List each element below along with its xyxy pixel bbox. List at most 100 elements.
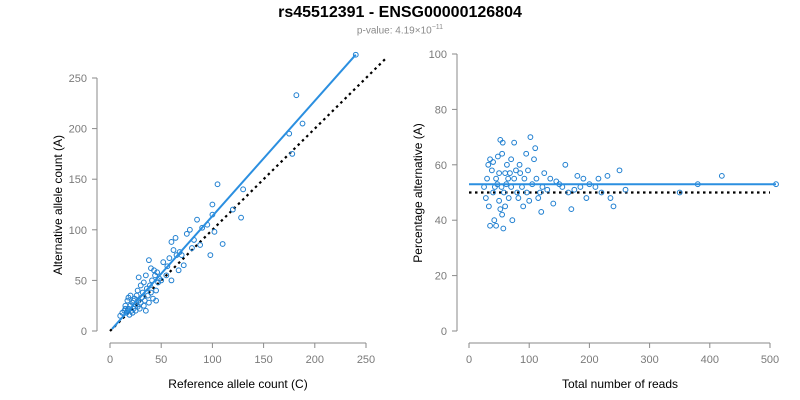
y-axis-label: Percentage alternative (A) (411, 123, 425, 262)
data-point (718, 172, 725, 179)
x-tick-label: 200 (306, 354, 324, 366)
data-point (194, 216, 200, 223)
data-point (521, 175, 528, 182)
data-point (153, 297, 159, 304)
data-point (571, 186, 578, 193)
data-point (481, 184, 487, 190)
data-point (183, 230, 190, 237)
data-point (170, 247, 177, 253)
data-point (515, 195, 522, 201)
data-point (207, 252, 214, 259)
data-point (209, 201, 216, 208)
data-point (485, 203, 492, 210)
data-point (211, 228, 218, 235)
data-point (565, 189, 572, 196)
data-point (550, 200, 557, 207)
data-point (147, 282, 153, 289)
data-point (146, 299, 152, 306)
data-point (502, 203, 509, 210)
data-point (505, 195, 512, 201)
data-point (135, 274, 142, 281)
data-point (498, 184, 505, 190)
data-point (523, 189, 530, 196)
data-point (186, 226, 193, 233)
data-point (520, 203, 527, 210)
data-point (509, 217, 516, 224)
data-point (487, 156, 493, 163)
data-point (676, 189, 683, 196)
p-value-text: p-value: 4.19×10 (356, 25, 432, 37)
data-point (500, 225, 507, 232)
data-point (508, 184, 515, 190)
x-tick-label: 400 (701, 354, 719, 366)
data-point (574, 172, 581, 179)
data-point (140, 279, 147, 286)
y-tick-label: 200 (69, 124, 87, 136)
data-point (229, 206, 236, 213)
y-tick-label: 150 (69, 174, 87, 186)
data-point (168, 239, 175, 245)
data-point (493, 175, 499, 182)
data-point (577, 184, 584, 190)
chart-subtitle: p-value: 4.19×10−11 (0, 24, 800, 36)
y-tick-label: 100 (429, 49, 447, 61)
data-point (160, 259, 167, 266)
data-point (219, 241, 226, 247)
data-point (482, 195, 489, 201)
data-point (178, 252, 185, 259)
data-point (168, 277, 175, 284)
data-point (496, 197, 503, 204)
data-point (535, 195, 542, 201)
data-point (494, 153, 501, 160)
data-point (496, 170, 503, 177)
data-point (513, 167, 519, 174)
y-tick-label: 60 (435, 160, 447, 172)
x-axis-label: Reference allele count (C) (168, 377, 307, 391)
data-point (622, 186, 629, 193)
data-point (544, 186, 551, 193)
data-point (598, 189, 605, 196)
data-point (240, 186, 247, 193)
data-point (592, 184, 599, 190)
data-point (214, 181, 221, 188)
data-point (137, 282, 144, 289)
data-point (559, 184, 566, 190)
data-point (154, 269, 161, 276)
reference-line (109, 56, 388, 332)
p-value-exponent: −11 (431, 24, 444, 31)
data-point (539, 184, 546, 190)
chart-title: rs45512391 - ENSG00000126804 (278, 4, 522, 21)
data-point (562, 161, 569, 168)
data-point (501, 189, 507, 196)
data-point (583, 195, 590, 201)
data-point (199, 224, 206, 231)
x-tick-label: 100 (203, 354, 221, 366)
x-tick-label: 0 (107, 354, 113, 366)
x-tick-label: 200 (580, 354, 598, 366)
x-tick-label: 100 (520, 354, 538, 366)
data-point (142, 272, 149, 279)
chart-panel-2: 0 100 200 300 400 500 0 20 40 60 80 100 Total number… (411, 49, 779, 391)
data-point (507, 170, 513, 177)
data-point (491, 217, 498, 224)
data-point (531, 156, 537, 163)
data-point (517, 170, 524, 177)
y-axis-label: Alternative allele count (A) (51, 135, 65, 275)
x-tick-label: 0 (466, 354, 472, 366)
data-point (499, 150, 506, 157)
data-point (516, 161, 523, 168)
data-point (493, 222, 499, 229)
data-point (527, 134, 534, 141)
data-point (142, 307, 149, 314)
data-point (504, 161, 510, 168)
data-point (197, 242, 204, 248)
y-tick-label: 100 (69, 225, 87, 237)
data-point (595, 175, 602, 182)
data-point (164, 263, 171, 270)
data-point (568, 206, 575, 213)
data-point (526, 197, 533, 204)
y-tick-label: 40 (435, 215, 447, 227)
x-tick-label: 150 (254, 354, 272, 366)
data-point (189, 245, 195, 251)
